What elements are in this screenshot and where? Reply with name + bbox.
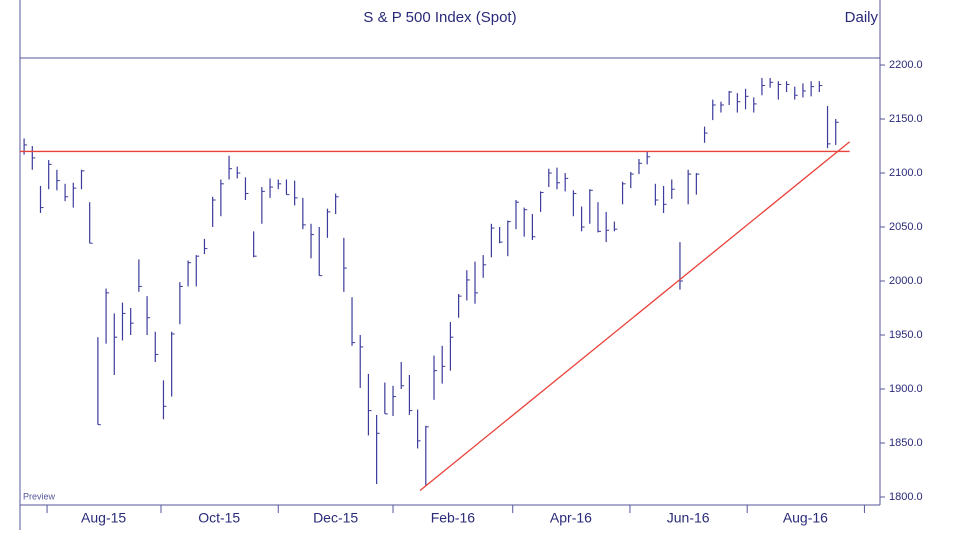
- y-tick-label: 2000.0: [889, 275, 923, 287]
- y-tick-label: 2100.0: [889, 167, 923, 179]
- y-tick-label: 1800.0: [889, 491, 923, 503]
- y-tick-label: 1850.0: [889, 437, 923, 449]
- chart-title: S & P 500 Index (Spot): [363, 9, 516, 26]
- y-tick-label: 1900.0: [889, 383, 923, 395]
- trend-line: [419, 141, 851, 492]
- x-tick-label: Apr-16: [550, 510, 592, 526]
- x-tick-label: Dec-15: [313, 510, 358, 526]
- x-tick-label: Oct-15: [198, 510, 240, 526]
- x-tick-label: Aug-16: [783, 510, 828, 526]
- y-tick-label: 2200.0: [889, 59, 923, 71]
- y-tick-label: 2150.0: [889, 113, 923, 125]
- annotation: Preview: [23, 491, 56, 501]
- x-tick-label: Feb-16: [431, 510, 476, 526]
- chart-subtitle: Daily: [845, 9, 879, 26]
- x-tick-label: Jun-16: [667, 510, 710, 526]
- y-tick-label: 1950.0: [889, 329, 923, 341]
- y-tick-label: 2050.0: [889, 221, 923, 233]
- x-tick-label: Aug-15: [81, 510, 126, 526]
